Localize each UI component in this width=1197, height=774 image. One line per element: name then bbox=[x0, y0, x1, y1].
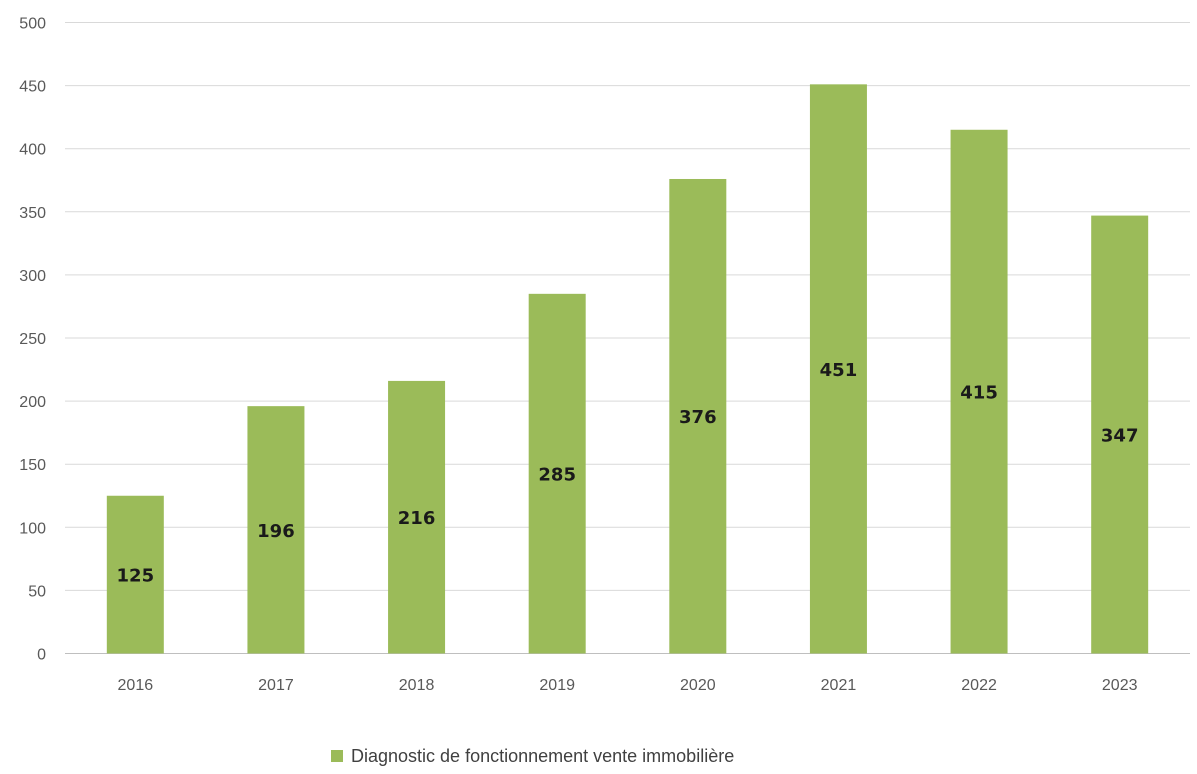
y-tick-label: 300 bbox=[19, 268, 46, 285]
x-tick-label: 2022 bbox=[961, 677, 997, 694]
data-label: 376 bbox=[679, 407, 717, 428]
x-tick-label: 2020 bbox=[680, 677, 716, 694]
gridlines bbox=[65, 22, 1190, 654]
bar bbox=[528, 293, 586, 654]
bar bbox=[247, 406, 305, 654]
data-label: 415 bbox=[960, 383, 998, 404]
x-tick-label: 2021 bbox=[821, 677, 857, 694]
y-tick-label: 0 bbox=[37, 647, 46, 664]
data-label: 196 bbox=[257, 521, 295, 542]
y-tick-label: 200 bbox=[19, 394, 46, 411]
legend: Diagnostic de fonctionnement vente immob… bbox=[331, 746, 734, 766]
data-label: 216 bbox=[398, 508, 436, 529]
data-label: 451 bbox=[820, 360, 858, 381]
y-tick-label: 250 bbox=[19, 331, 46, 348]
bars bbox=[106, 84, 1149, 654]
x-axis-ticks: 2016 2017 2018 2019 2020 2021 2022 2023 bbox=[118, 677, 1138, 694]
x-tick-label: 2019 bbox=[539, 677, 575, 694]
bar bbox=[950, 129, 1008, 654]
bar bbox=[1091, 215, 1149, 654]
y-tick-label: 50 bbox=[28, 583, 46, 600]
bar bbox=[669, 178, 727, 654]
bar bbox=[106, 495, 164, 654]
x-tick-label: 2023 bbox=[1102, 677, 1138, 694]
bar bbox=[809, 84, 867, 654]
bar bbox=[388, 380, 446, 654]
y-tick-label: 150 bbox=[19, 457, 46, 474]
y-axis-ticks: 0 50 100 150 200 250 300 350 400 450 500 bbox=[19, 16, 46, 664]
y-tick-label: 100 bbox=[19, 520, 46, 537]
legend-label: Diagnostic de fonctionnement vente immob… bbox=[351, 746, 734, 766]
data-label: 347 bbox=[1101, 426, 1139, 447]
x-tick-label: 2017 bbox=[258, 677, 294, 694]
data-label: 285 bbox=[538, 465, 576, 486]
y-tick-label: 500 bbox=[19, 16, 46, 33]
data-labels: 125 196 216 285 376 451 415 347 bbox=[117, 360, 1139, 587]
data-label: 125 bbox=[117, 566, 155, 587]
legend-swatch bbox=[331, 750, 343, 762]
y-tick-label: 350 bbox=[19, 205, 46, 222]
x-tick-label: 2016 bbox=[118, 677, 154, 694]
x-tick-label: 2018 bbox=[399, 677, 435, 694]
y-tick-label: 450 bbox=[19, 79, 46, 96]
y-tick-label: 400 bbox=[19, 142, 46, 159]
